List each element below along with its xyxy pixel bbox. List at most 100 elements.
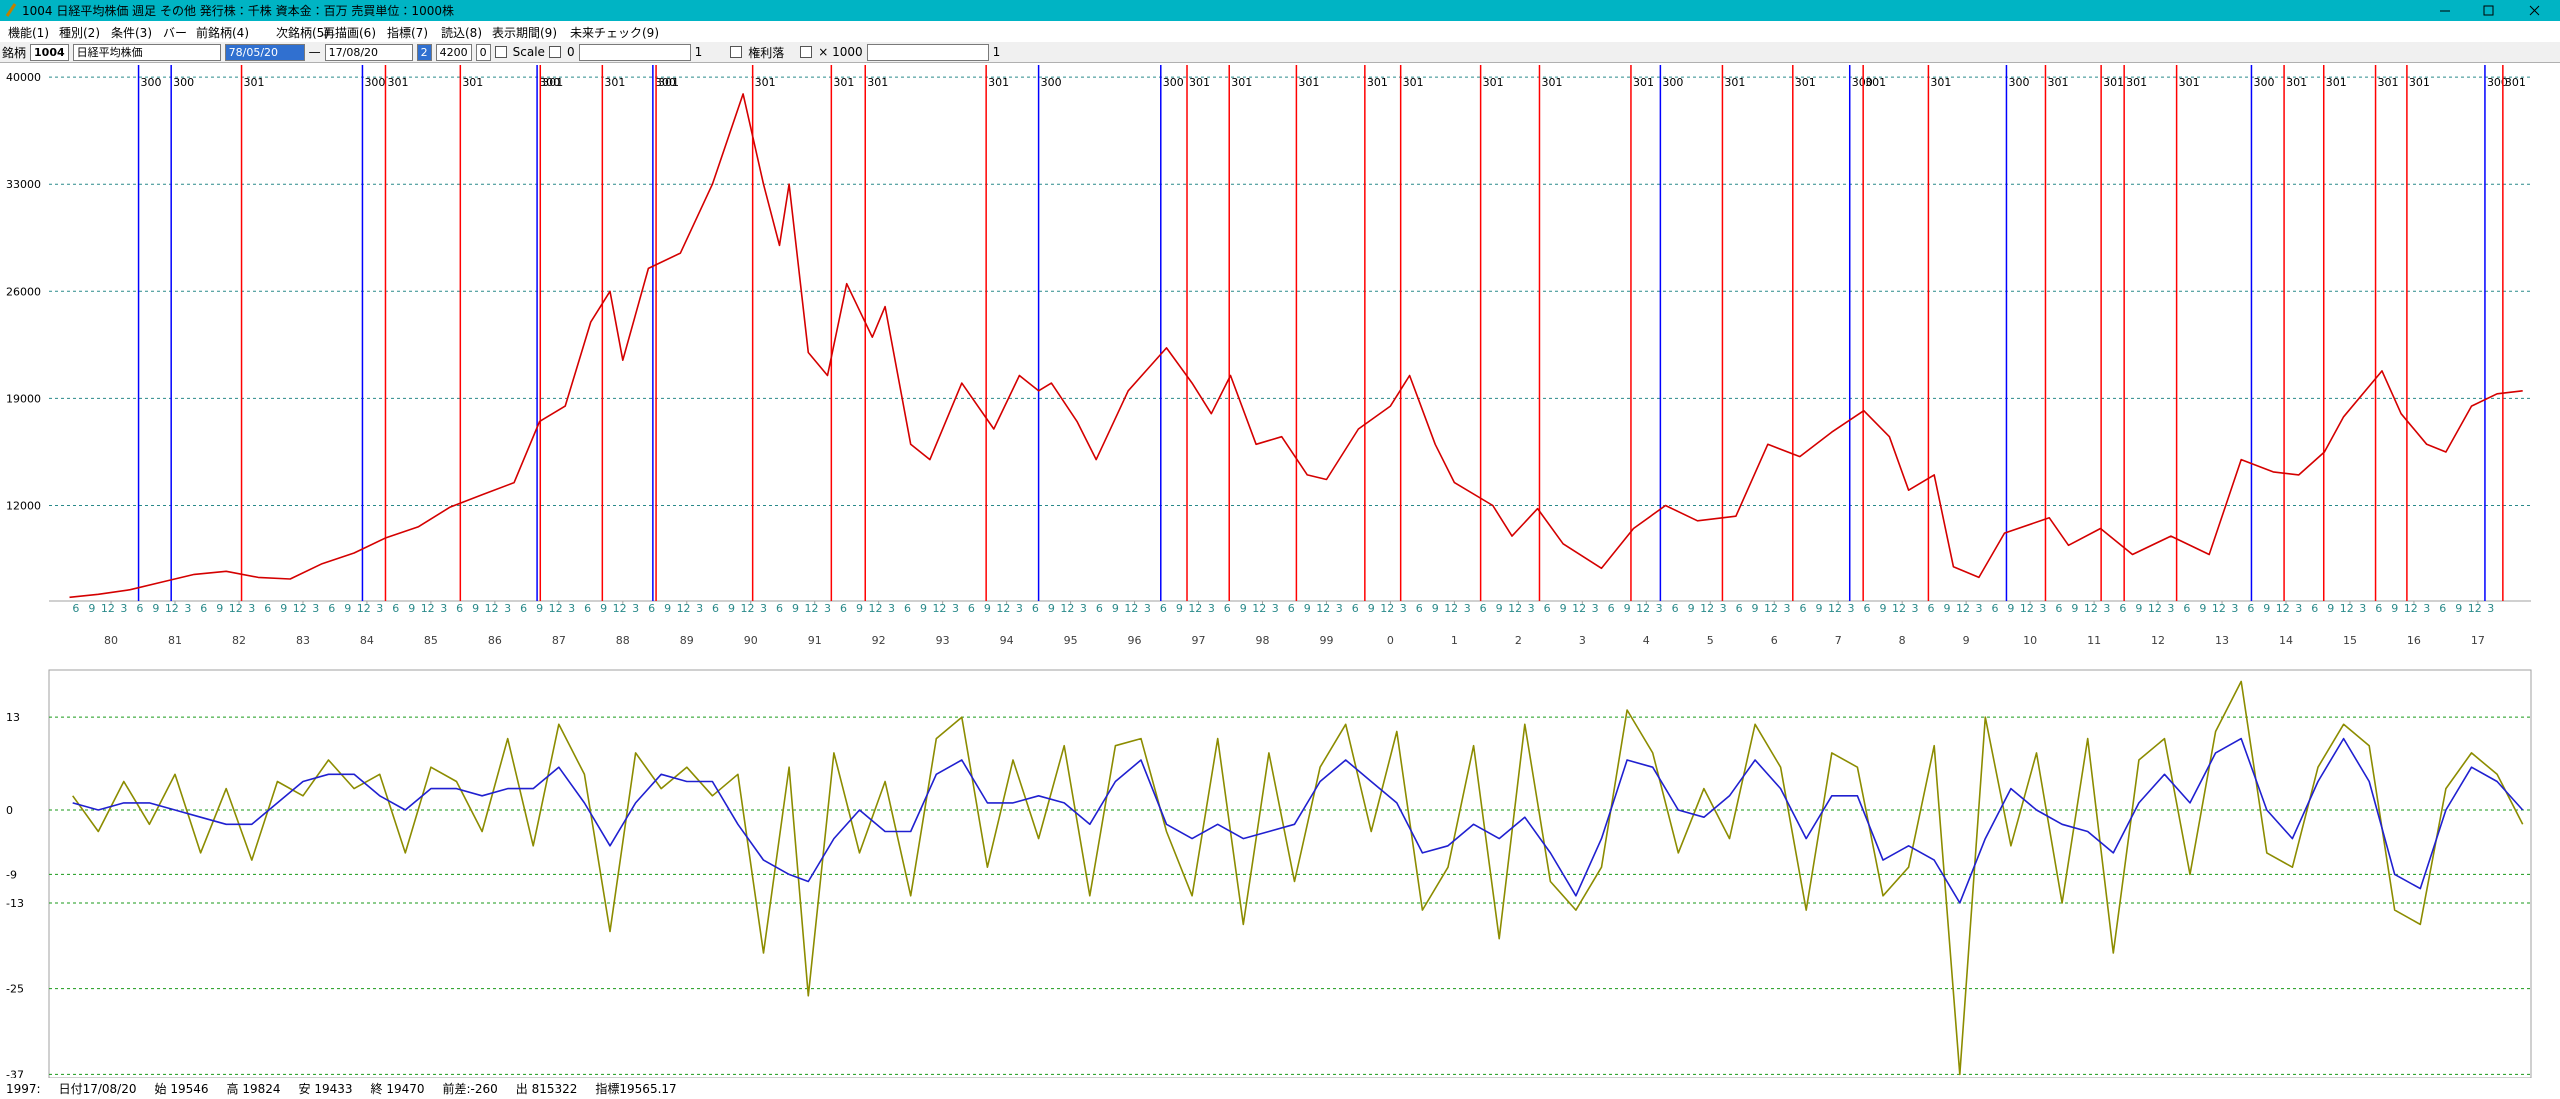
month-label: 3: [824, 602, 831, 615]
name-input[interactable]: 日経平均株価: [72, 43, 221, 61]
signal-label: 301: [1298, 76, 1319, 89]
menu-item[interactable]: 指標(7): [387, 26, 428, 40]
month-label: 3: [1720, 602, 1727, 615]
x-tick-label: 92: [872, 634, 886, 647]
month-label: 6: [776, 602, 783, 615]
x-tick-label: 0: [1387, 634, 1394, 647]
month-label: 6: [1352, 602, 1359, 615]
status-item: 1997:: [6, 1081, 41, 1096]
month-label: 6: [1800, 602, 1807, 615]
menu-item[interactable]: 条件(3): [111, 26, 152, 40]
rights-checkbox[interactable]: [730, 46, 743, 58]
code-input[interactable]: 1004: [30, 43, 69, 61]
month-label: 3: [2231, 602, 2238, 615]
month-label: 12: [1252, 602, 1266, 615]
month-label: 6: [200, 602, 207, 615]
month-label: 12: [2020, 602, 2034, 615]
month-label: 3: [1464, 602, 1471, 615]
month-label: 6: [840, 602, 847, 615]
window-controls[interactable]: [2430, 0, 2560, 21]
status-item: 指標19565.17: [595, 1082, 677, 1096]
month-label: 9: [856, 602, 863, 615]
month-label: 3: [1016, 602, 1023, 615]
month-label: 9: [2263, 602, 2270, 615]
signal-label: 301: [867, 76, 888, 89]
signal-label: 301: [1541, 76, 1562, 89]
field-3[interactable]: 0: [475, 43, 491, 61]
month-label: 3: [1784, 602, 1791, 615]
menu-item[interactable]: 種別(2): [59, 26, 100, 40]
x-tick-label: 8: [1899, 634, 1906, 647]
x-tick-label: 10: [2023, 634, 2037, 647]
x-tick-label: 93: [936, 634, 950, 647]
menu-item[interactable]: 前銘柄(4): [196, 26, 249, 40]
scale-value-checkbox[interactable]: [548, 46, 561, 58]
menu-item[interactable]: 表示期間(9): [492, 26, 557, 40]
month-label: 6: [456, 602, 463, 615]
signal-label: 300: [1662, 76, 1683, 89]
month-label: 3: [1911, 602, 1918, 615]
signal-label: 301: [2179, 76, 2200, 89]
multiplier-checkbox[interactable]: [800, 46, 813, 58]
month-label: 9: [1943, 602, 1950, 615]
menu-item[interactable]: 再描画(6): [323, 26, 376, 40]
month-label: 12: [805, 602, 819, 615]
restore-button[interactable]: [2483, 5, 2494, 16]
close-button[interactable]: [2529, 5, 2540, 16]
x-tick-label: 15: [2343, 634, 2357, 647]
signal-label: 300: [2008, 76, 2029, 89]
month-label: 12: [421, 602, 435, 615]
signal-label: 301: [1795, 76, 1816, 89]
x-tick-label: 80: [104, 634, 118, 647]
menu-item[interactable]: 読込(8): [441, 26, 482, 40]
to-date[interactable]: 17/08/20: [324, 43, 413, 61]
month-label: 9: [728, 602, 735, 615]
month-label: 6: [2055, 602, 2062, 615]
field-2[interactable]: 4200: [435, 43, 472, 61]
from-date[interactable]: 78/05/20: [224, 43, 305, 61]
signal-label: 301: [2409, 76, 2430, 89]
month-label: 9: [600, 602, 607, 615]
y-tick-label: 0: [6, 804, 13, 817]
menu-item[interactable]: 次銘柄(5): [276, 26, 329, 40]
month-label: 12: [996, 602, 1010, 615]
menu-item[interactable]: 未来チェック(9): [570, 26, 659, 40]
x-tick-label: 4: [1643, 634, 1650, 647]
month-label: 6: [2119, 602, 2126, 615]
field-1[interactable]: 2: [416, 43, 432, 61]
month-label: 6: [584, 602, 591, 615]
month-label: 3: [2039, 602, 2046, 615]
month-label: 3: [1144, 602, 1151, 615]
x-tick-label: 83: [296, 634, 310, 647]
x-tick-label: 82: [232, 634, 246, 647]
month-label: 12: [293, 602, 307, 615]
month-label: 3: [888, 602, 895, 615]
y-tick-label: 12000: [6, 500, 41, 513]
month-label: 9: [1560, 602, 1567, 615]
x-tick-label: 86: [488, 634, 502, 647]
month-label: 12: [1444, 602, 1458, 615]
menu-item[interactable]: バー: [163, 26, 188, 40]
month-label: 9: [280, 602, 287, 615]
month-label: 12: [1124, 602, 1138, 615]
menu-item[interactable]: 機能(1): [8, 26, 49, 40]
series-line: [69, 93, 2523, 599]
x-tick-label: 84: [360, 634, 374, 647]
code-label: 銘柄: [2, 45, 27, 60]
signal-label: 301: [2286, 76, 2307, 89]
status-item: 終 19470: [370, 1082, 425, 1096]
scale-checkbox[interactable]: [494, 46, 507, 58]
signal-label: 301: [1865, 76, 1886, 89]
slider-1[interactable]: [578, 43, 691, 61]
month-label: 6: [1480, 602, 1487, 615]
y-tick-label: 26000: [6, 285, 41, 298]
slider-2[interactable]: [866, 43, 989, 61]
month-label: 3: [1080, 602, 1087, 615]
field-4: 1: [694, 45, 703, 59]
signal-label: 301: [1403, 76, 1424, 89]
month-label: 9: [2199, 602, 2206, 615]
month-label: 3: [696, 602, 703, 615]
toolbar: 銘柄 1004 日経平均株価 78/05/20 — 17/08/20 2 420…: [0, 42, 2560, 63]
month-label: 9: [2135, 602, 2142, 615]
